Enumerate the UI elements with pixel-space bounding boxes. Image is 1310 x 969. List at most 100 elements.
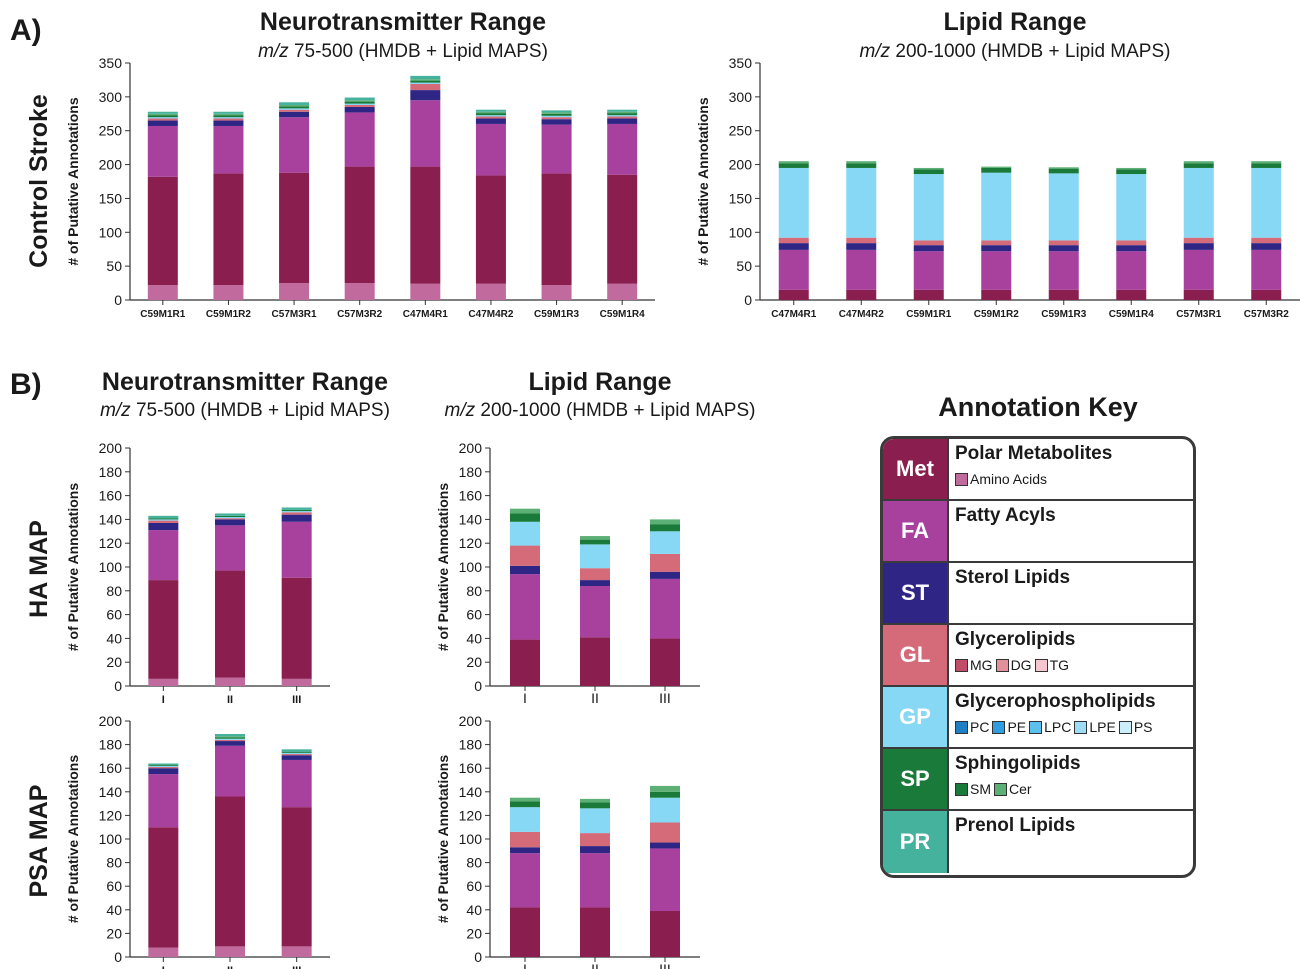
chart-4-bar-1-sp_sm [215,737,245,739]
chart-3-bar-1-gl [580,568,610,581]
chart-2-y-tick-label-10: 200 [99,440,123,456]
chart-5-bar-1-met [580,907,610,957]
chart-4-bar-0-st [148,768,179,775]
chart-4-y-tick-label-8: 160 [99,760,123,776]
chart-5-bar-1-fa [580,853,610,908]
chart-3-bar-0-gl [510,545,540,566]
chart-4-bar-2-sp_sm [281,751,312,753]
chart-0-bar-0-sp_cer [147,113,178,116]
chart-0-bar-0-pr [147,111,178,114]
chart-3-y-axis-label: # of Putative Annotations [435,483,451,651]
chart-5-y-tick-label-7: 140 [459,784,483,800]
chart-0-bar-7-sp_sm [607,113,638,116]
chart-title-b-neuro: Neurotransmitter Range [101,368,389,396]
chart-1-x-tick-label-4: C59M1R3 [1041,309,1086,320]
chart-3-bar-0-st [510,565,540,575]
chart-1-x-tick-label-6: C57M3R1 [1176,309,1221,320]
key-sub-cer: Cer [994,781,1032,797]
chart-5-x-tick-label-2: III [659,961,671,969]
chart-4-bar-1-sp_cer [215,736,245,738]
chart-1-bar-6-st [1183,243,1214,250]
chart-0-bar-4-pr [410,75,441,80]
chart-0-bar-5-fa [475,123,506,176]
chart-1-bar-2-met [913,289,944,300]
chart-0-bar-3-pr [344,97,375,101]
key-swatch-pc [955,720,968,734]
chart-2-y-tick-label-5: 100 [99,559,123,575]
chart-0-bar-3-sp_sm [344,101,375,104]
chart-3-x-tick-label-0: I [523,690,527,706]
chart-1-bar-3-gp [981,172,1012,241]
key-name-sp: Sphingolipids [955,753,1081,774]
chart-5-y-tick-label-8: 160 [459,760,483,776]
chart-0-bar-0-st [147,120,178,126]
chart-0-bar-5-aa [475,283,506,300]
chart-4-bar-0-fa [148,774,179,828]
chart-1-bar-4-fa [1048,251,1079,290]
chart-4-y-tick-label-2: 40 [106,902,122,918]
chart-0-bar-6-sp_sm [541,113,572,116]
chart-1-bar-3-met [981,289,1012,300]
chart-2-bar-2-gp [281,511,312,513]
chart-2-y-tick-label-8: 160 [99,488,123,504]
chart-5-bar-0-gp [510,807,540,832]
chart-2-bar-0-pr [148,515,179,519]
chart-0-bar-1-st [213,120,244,126]
chart-1-bar-5-sp_cer [1116,167,1147,170]
chart-4-bar-1-fa [215,745,245,797]
chart-2-x-tick-label-1: II [227,694,233,706]
chart-1-bar-7-met [1251,289,1282,300]
key-row-gp: GP Glycerophospholipids PC PE LPC LPE PS [883,687,1193,749]
chart-1-bar-1-met [846,289,877,300]
chart-5-bar-2-gp [650,797,680,823]
chart-0-bar-4-gp [410,82,441,84]
chart-5-y-tick-label-4: 80 [466,855,482,871]
chart-1-bar-4-gl [1048,240,1079,246]
key-swatch-dg [995,658,1009,672]
key-sub-mg: MG [955,657,993,673]
chart-5-y-tick-label-1: 20 [466,925,482,941]
chart-1-y-tick-label-7: 350 [729,55,753,71]
chart-4-bar-0-pr [148,763,179,765]
chart-0-bar-1-gl [213,118,244,121]
chart-0-bar-5-st [475,118,506,124]
chart-3-bar-0-sp_cer [510,508,540,514]
chart-ha-map-neurotransmitter: # of Putative Annotations 0 20 40 60 80 100 120… [65,440,330,706]
chart-5-bar-0-st [510,847,540,854]
chart-1-x-tick-label-3: C59M1R2 [974,309,1019,320]
chart-4-y-tick-label-7: 140 [99,784,123,800]
chart-4-bar-0-aa [148,947,179,957]
chart-3-bar-2-st [650,571,680,579]
panel-b-label: B) [10,368,42,401]
chart-2-bar-1-met [215,570,245,678]
chart-1-bar-6-sp_cer [1183,161,1214,164]
chart-0-x-tick-label-6: C59M1R3 [534,309,579,320]
chart-1-bar-7-fa [1251,249,1282,290]
chart-1-bar-6-gl [1183,237,1214,244]
chart-4-bar-0-gl [148,767,179,769]
chart-1-bar-5-gp [1116,174,1147,241]
chart-2-y-tick-label-4: 80 [106,583,122,599]
chart-3-bar-1-gp [580,544,610,569]
chart-1-y-tick-label-6: 300 [729,89,753,105]
chart-1-bar-4-sp_sm [1048,168,1079,174]
chart-0-x-tick-label-1: C59M1R2 [206,309,251,320]
chart-1-bar-6-fa [1183,249,1214,290]
key-row-met: Met Polar Metabolites Amino Acids [883,439,1193,501]
chart-3-bar-1-st [580,580,610,587]
chart-3-bar-0-fa [510,574,540,640]
chart-3-x-tick-label-1: II [591,690,599,706]
chart-2-y-tick-label-2: 40 [106,630,122,646]
chart-1-x-tick-label-7: C57M3R2 [1244,309,1289,320]
chart-5-bar-2-gl [650,822,680,843]
chart-2-bar-0-gl [148,520,179,523]
chart-0-bar-7-gl [607,116,638,119]
key-swatch-cer [994,782,1007,796]
key-name-met: Polar Metabolites [955,443,1113,464]
chart-4-x-tick-label-2: III [292,965,301,969]
chart-4-x-tick-label-1: II [227,965,233,969]
key-row-st: ST Sterol Lipids [883,563,1193,625]
chart-1-y-tick-label-2: 100 [729,224,753,240]
chart-1-bar-2-st [913,245,944,252]
chart-0-bar-5-gl [475,116,506,119]
